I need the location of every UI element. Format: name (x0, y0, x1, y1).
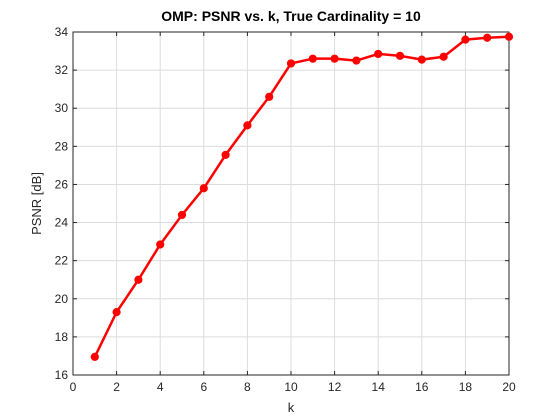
y-tick-label: 16 (55, 368, 69, 382)
data-point (504, 32, 514, 41)
data-point (90, 352, 99, 361)
x-tick-label: 12 (328, 380, 342, 394)
data-point (112, 308, 121, 317)
y-tick-label: 30 (55, 101, 69, 115)
data-point (177, 210, 187, 220)
y-tick-label: 26 (55, 177, 69, 191)
x-tick-label: 0 (70, 380, 77, 394)
data-point (483, 33, 492, 42)
x-tick-label: 20 (502, 380, 516, 394)
data-point (374, 49, 383, 59)
y-tick-label: 18 (55, 330, 69, 344)
x-tick-label: 8 (244, 380, 251, 394)
grid (73, 32, 509, 375)
data-point (286, 59, 296, 68)
y-tick-label: 22 (55, 254, 69, 268)
y-tick-label: 34 (55, 25, 69, 39)
x-tick-label: 4 (157, 380, 164, 394)
x-axis-label: k (288, 400, 295, 415)
x-tick-label: 6 (200, 380, 207, 394)
data-point (243, 121, 252, 130)
data-point (417, 55, 426, 64)
data-point (330, 54, 339, 63)
x-tick-label: 14 (372, 380, 386, 394)
data-point (221, 150, 230, 160)
series (90, 32, 514, 361)
data-point (156, 240, 165, 249)
data-point (265, 92, 274, 101)
x-tick-label: 2 (113, 380, 120, 394)
x-tick-label: 16 (415, 380, 429, 394)
y-tick-label: 32 (55, 63, 69, 77)
y-axis-label: PSNR [dB] (29, 172, 44, 235)
data-point (461, 35, 470, 44)
data-point (308, 54, 317, 63)
chart-title: OMP: PSNR vs. k, True Cardinality = 10 (161, 8, 421, 24)
y-tick-label: 24 (55, 216, 69, 230)
x-tick-label: 10 (284, 380, 298, 394)
x-tick-label: 18 (459, 380, 473, 394)
y-tick-label: 28 (55, 139, 69, 153)
data-point (199, 184, 208, 193)
data-point (134, 275, 143, 284)
y-tick-label: 20 (55, 292, 69, 306)
data-point (395, 51, 405, 60)
data-point (439, 52, 448, 61)
data-point (352, 56, 361, 65)
